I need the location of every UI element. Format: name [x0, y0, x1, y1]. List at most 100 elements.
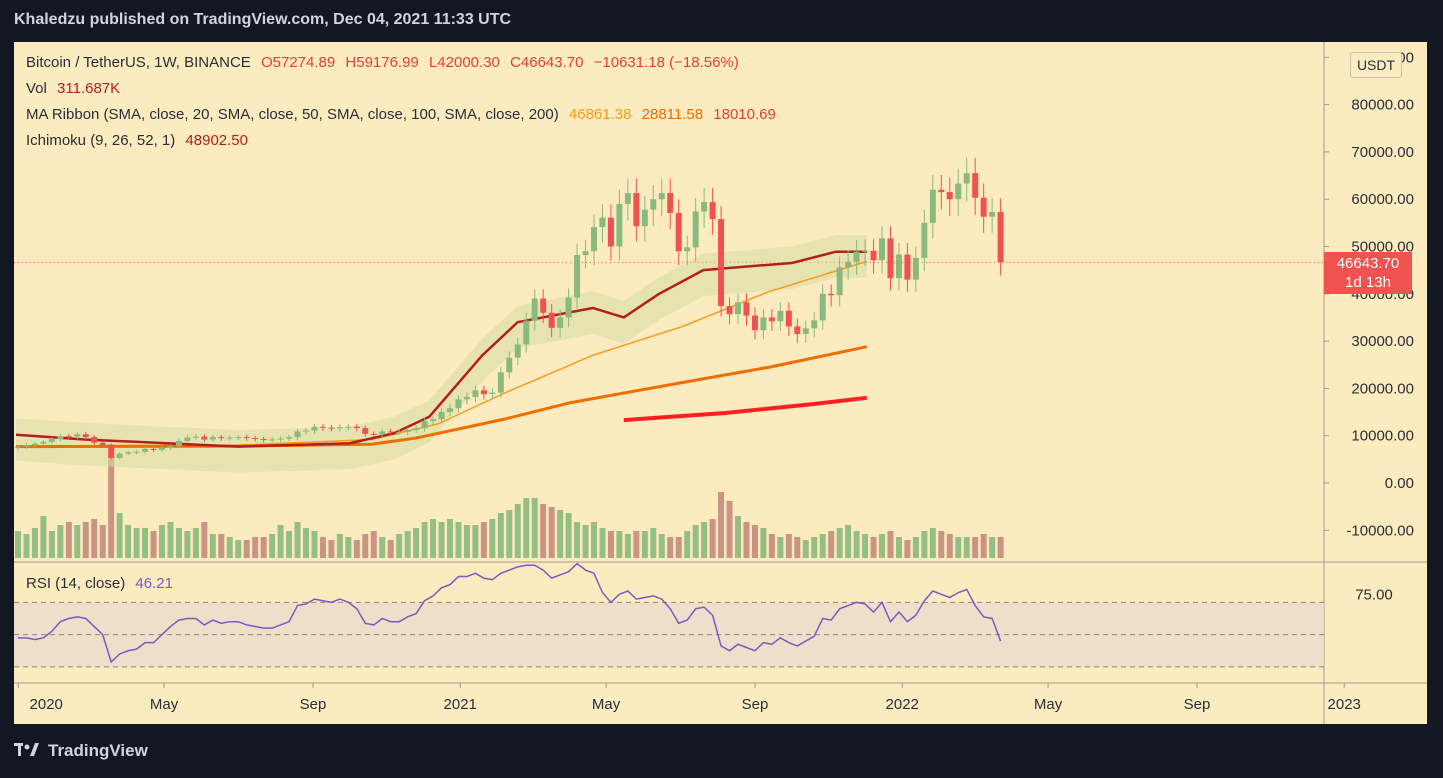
candle-body [243, 437, 250, 439]
candle-body [531, 298, 538, 321]
volume-bar [777, 537, 784, 558]
candle-body [929, 189, 936, 223]
candle-body [650, 199, 657, 210]
candle-body [701, 202, 708, 212]
candle-body [303, 430, 310, 432]
volume-bar [142, 528, 149, 558]
volume-bar [201, 522, 208, 558]
candle-body [794, 326, 801, 335]
candle-body [269, 439, 276, 441]
candle-body [235, 437, 242, 439]
volume-bar [353, 540, 360, 558]
candle-body [548, 312, 555, 328]
volume-bar [853, 531, 860, 558]
x-tick-label: May [1034, 696, 1063, 713]
ichimoku-base-line [15, 250, 867, 448]
candle-body [904, 254, 911, 280]
chart-canvas[interactable]: 90000.0080000.0070000.0060000.0050000.00… [14, 42, 1427, 724]
legend-high: H59176.99 [345, 54, 419, 71]
candle-body [574, 255, 581, 298]
volume-bar [904, 540, 911, 558]
footer-brand[interactable]: TradingView [48, 741, 148, 760]
candle-body [735, 302, 742, 315]
volume-bar [336, 534, 343, 558]
volume-bar [116, 513, 123, 558]
volume-bar [870, 537, 877, 558]
legend-close: C46643.70 [510, 54, 584, 71]
candle-body [226, 437, 233, 439]
candle-body [862, 250, 869, 252]
candle-body [421, 421, 428, 429]
candle-body [260, 439, 267, 441]
volume-bar [802, 540, 809, 558]
candle-body [82, 434, 89, 438]
candle-body [811, 320, 818, 329]
candle-body [997, 211, 1004, 263]
candle-body [353, 426, 360, 429]
volume-bar [591, 522, 598, 558]
volume-bar [980, 534, 987, 558]
volume-bar [472, 525, 479, 558]
legend-ichimoku-row: Ichimoku (9, 26, 52, 1) 48902.50 [26, 132, 254, 149]
volume-bar [506, 510, 513, 558]
volume-bar [65, 522, 72, 558]
volume-bar [209, 534, 216, 558]
volume-bar [531, 498, 538, 558]
candle-body [167, 446, 174, 448]
volume-bar [955, 537, 962, 558]
candle-body [319, 426, 326, 428]
candle-body [209, 437, 216, 440]
publish-title: Khaledzu published on TradingView.com, D… [14, 11, 512, 28]
currency-badge[interactable]: USDT [1350, 52, 1402, 78]
volume-bar [235, 540, 242, 558]
legend-symbol[interactable]: Bitcoin / TetherUS, 1W, BINANCE [26, 54, 251, 71]
candle-body [133, 451, 140, 453]
candle-body [252, 438, 259, 440]
y-tick-label: 10000.00 [1351, 428, 1414, 445]
volume-bar [345, 537, 352, 558]
legend-rsi-row: RSI (14, close) 46.21 [26, 575, 179, 592]
candle-body [624, 193, 631, 204]
candle-body [565, 297, 572, 318]
volume-bar [40, 516, 47, 558]
volume-bar [74, 525, 81, 558]
price-badge-price: 46643.70 [1336, 255, 1400, 272]
candle-body [836, 267, 843, 296]
volume-bar [768, 534, 775, 558]
candle-body [972, 173, 979, 198]
candle-body [413, 428, 420, 431]
candle-body [40, 441, 47, 444]
volume-bar [675, 537, 682, 558]
chart-frame[interactable]: 90000.0080000.0070000.0060000.0050000.00… [14, 42, 1427, 724]
candle-body [743, 302, 750, 316]
rsi-line [18, 562, 1002, 664]
volume-bar [311, 531, 318, 558]
volume-bar [667, 537, 674, 558]
volume-bar [523, 498, 530, 558]
legend-ma-label[interactable]: MA Ribbon (SMA, close, 20, SMA, close, 5… [26, 106, 559, 123]
volume-bar [277, 525, 284, 558]
volume-bar [760, 528, 767, 558]
volume-bar [692, 525, 699, 558]
candle-body [582, 251, 589, 256]
candle-body [514, 344, 521, 358]
candle-body [692, 211, 699, 248]
price-badge: 46643.70 1d 13h [1324, 252, 1412, 294]
candle-body [980, 197, 987, 217]
legend-rsi-value: 46.21 [135, 575, 173, 592]
volume-bar [912, 537, 919, 558]
candle-body [607, 217, 614, 247]
candle-body [108, 445, 115, 458]
candle-body [506, 357, 513, 373]
tradingview-logo-icon [14, 743, 39, 756]
volume-bar [328, 540, 335, 558]
volume-bar [997, 537, 1004, 558]
volume-bar [430, 519, 437, 558]
volume-bar [633, 531, 640, 558]
legend-ichimoku-label[interactable]: Ichimoku (9, 26, 52, 1) [26, 132, 176, 149]
y-tick-label: 30000.00 [1351, 333, 1414, 350]
volume-bar [175, 528, 182, 558]
legend-vol-label[interactable]: Vol [26, 80, 47, 97]
candle-body [785, 310, 792, 327]
legend-rsi-label[interactable]: RSI (14, close) [26, 575, 126, 592]
